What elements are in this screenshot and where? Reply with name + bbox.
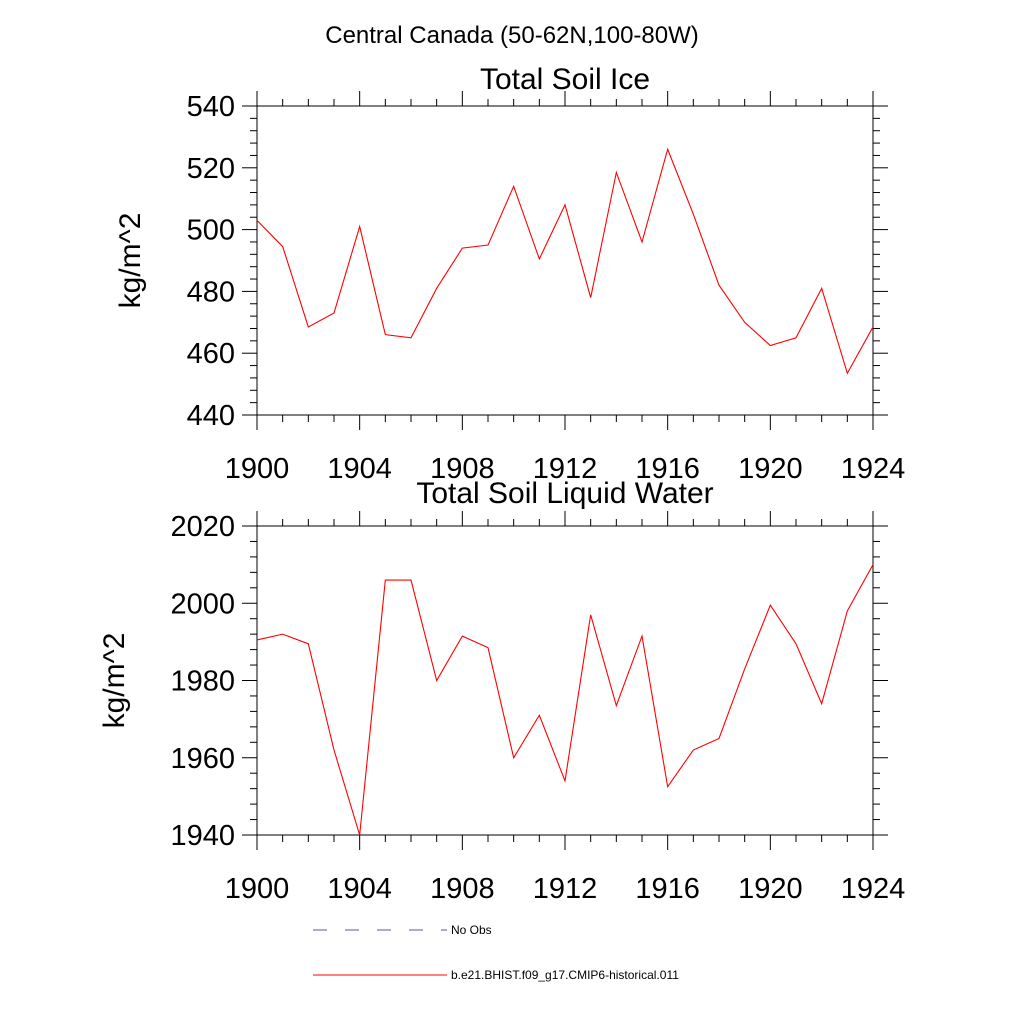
x-tick-label: 1916 <box>635 453 700 485</box>
x-tick-label: 1908 <box>430 873 495 905</box>
panel-total-soil-ice: Total Soil Ice 440 460 480 500 520 540 1900 1904… <box>114 63 905 485</box>
panel-total-soil-liquid-water: Total Soil Liquid Water 1940 1960 1980 2000 2… <box>98 477 905 905</box>
y-tick-label: 520 <box>187 153 235 185</box>
y-tick-label: 460 <box>187 338 235 370</box>
y-tick-label: 540 <box>187 91 235 123</box>
plot-frame <box>256 525 874 836</box>
legend: No Obs b.e21.BHIST.f09_g17.CMIP6-historic… <box>313 923 679 982</box>
legend-label: b.e21.BHIST.f09_g17.CMIP6-historical.011 <box>451 968 679 982</box>
chart-title: Total Soil Ice <box>480 63 650 96</box>
y-axis-label: kg/m^2 <box>98 633 131 729</box>
x-tick-label: 1912 <box>533 453 598 485</box>
y-tick-label: 2000 <box>170 588 235 620</box>
chart-title: Total Soil Liquid Water <box>416 477 713 510</box>
x-tick-label: 1908 <box>430 453 495 485</box>
x-tick-label: 1920 <box>738 453 803 485</box>
y-tick-label: 480 <box>187 276 235 308</box>
figure-title: Central Canada (50-62N,100-80W) <box>325 22 699 49</box>
y-tick-label: 2020 <box>170 511 235 543</box>
x-tick-label: 1912 <box>533 873 598 905</box>
y-tick-label: 1960 <box>170 743 235 775</box>
y-tick-label: 440 <box>187 400 235 432</box>
x-tick-label: 1900 <box>225 453 290 485</box>
y-tick-label: 1980 <box>170 666 235 698</box>
series-line <box>256 147 874 375</box>
x-tick-label: 1916 <box>635 873 700 905</box>
y-tick-label: 500 <box>187 215 235 247</box>
x-tick-label: 1924 <box>841 873 906 905</box>
series-line <box>256 564 874 836</box>
legend-label: No Obs <box>451 923 492 937</box>
y-tick-label: 1940 <box>170 820 235 852</box>
x-tick-label: 1920 <box>738 873 803 905</box>
x-tick-label: 1900 <box>225 873 290 905</box>
x-tick-label: 1904 <box>327 873 392 905</box>
y-axis-label: kg/m^2 <box>114 213 147 309</box>
x-tick-label: 1904 <box>327 453 392 485</box>
x-tick-label: 1924 <box>841 453 906 485</box>
